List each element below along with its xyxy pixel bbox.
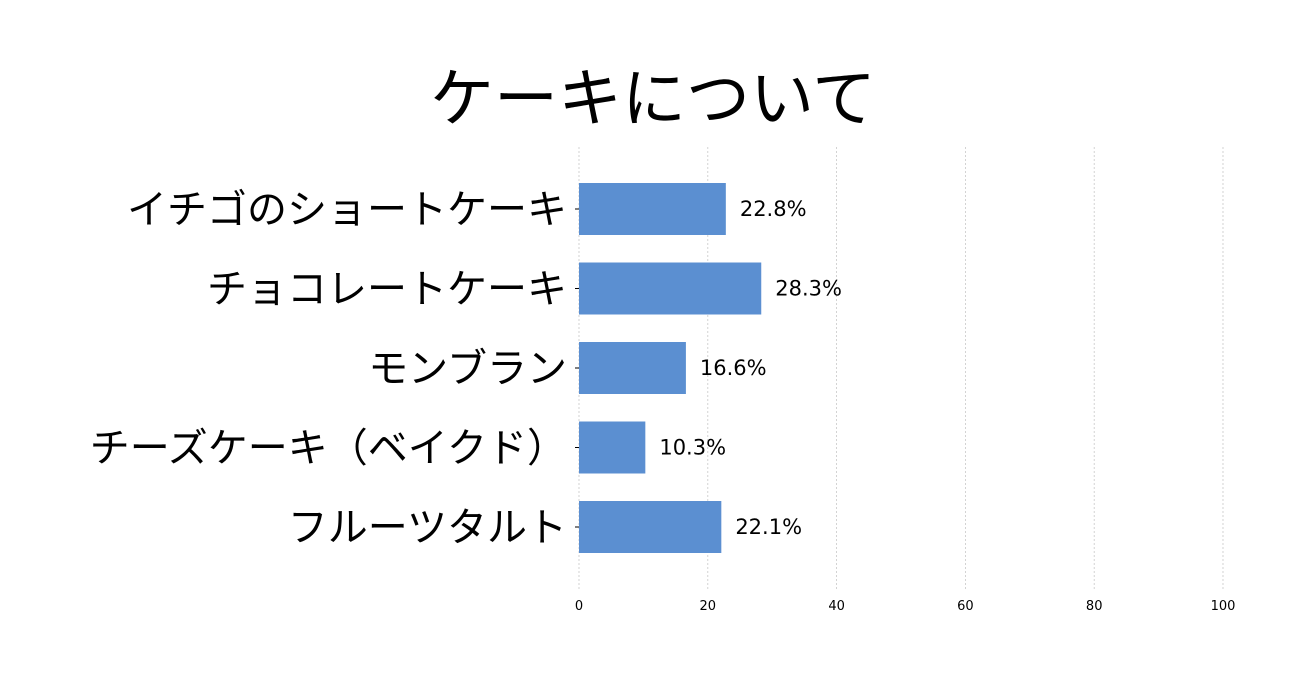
bar: [579, 501, 722, 553]
bar: [579, 262, 762, 315]
bars: [579, 183, 762, 553]
category-label: フルーツタルト: [288, 505, 567, 551]
x-tick-label: 80: [1086, 599, 1103, 614]
data-label: 22.1%: [735, 515, 802, 539]
value-labels: 22.8% 28.3% 16.6% 10.3% 22.1%: [659, 197, 842, 539]
bar: [579, 183, 726, 235]
bar: [579, 421, 646, 474]
data-label: 22.8%: [740, 197, 807, 221]
chart-title: ケーキについて: [430, 63, 876, 137]
category-label: イチゴのショートケーキ: [127, 187, 567, 233]
x-tick-label: 20: [700, 599, 717, 614]
x-tick-label: 100: [1211, 599, 1236, 614]
data-label: 10.3%: [659, 436, 726, 460]
category-label: チーズケーキ（ベイクド）: [90, 426, 567, 472]
x-tick-label: 40: [828, 599, 845, 614]
x-tick-label: 60: [957, 599, 974, 614]
data-label: 28.3%: [775, 277, 842, 301]
category-label: チョコレートケーキ: [207, 267, 567, 313]
data-label: 16.6%: [700, 356, 767, 380]
bar: [579, 342, 686, 394]
x-tick-label: 0: [575, 599, 583, 614]
category-label: モンブラン: [368, 346, 567, 392]
x-axis: 0 20 40 60 80 100: [575, 208, 1236, 614]
